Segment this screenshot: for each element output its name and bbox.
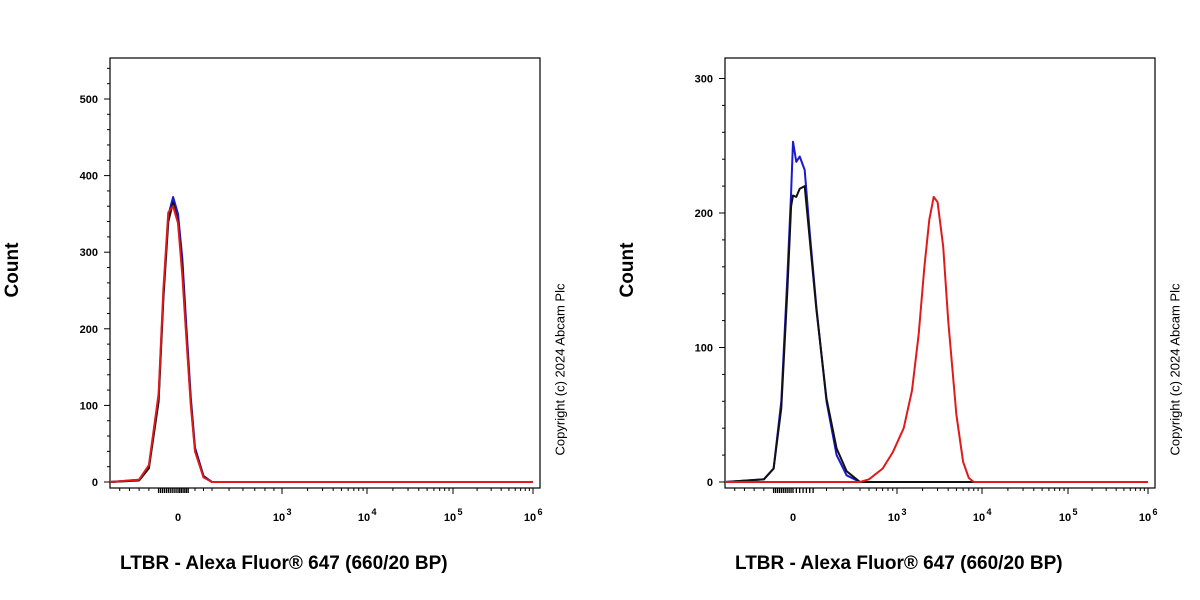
x-tick-label: 10 [444,512,456,524]
x-tick-exponent: 4 [986,507,991,517]
y-tick-label: 100 [695,343,713,355]
y-tick-label: 400 [80,171,98,183]
x-tick-exponent: 6 [537,507,542,517]
y-tick-label: 0 [92,477,98,489]
x-tick-exponent: 3 [286,507,291,517]
histogram-series-1 [724,185,1148,483]
y-tick-label: 300 [80,247,98,259]
histogram-panel-right: Count 0 100 200 300 0 10 3 10 4 10 5 10 6 Copyright … [615,0,1200,600]
y-tick-label: 200 [695,208,713,220]
histogram-series-2 [725,195,1148,483]
x-tick-label: 10 [973,512,985,524]
x-tick-exponent: 5 [1072,507,1077,517]
y-tick-label: 0 [707,477,713,489]
y-tick-label: 200 [80,324,98,336]
histogram-series-0 [109,196,533,483]
y-tick-label: 300 [695,74,713,86]
x-tick-label: 10 [1059,512,1071,524]
histogram-series-2 [109,205,533,483]
x-axis-label: LTBR - Alexa Fluor® 647 (660/20 BP) [735,553,1063,574]
x-tick-label: 10 [888,512,900,524]
x-tick-exponent: 3 [901,507,906,517]
x-tick-label: 0 [175,512,181,524]
x-tick-label: 0 [790,512,796,524]
copyright-notice: Copyright (c) 2024 Abcam Plc [552,283,568,456]
histogram-panel-left: Count 0 100 200 300 400 500 0 10 3 10 4 10 5 10 6 Copy… [2,57,568,574]
y-tick-label: 100 [80,400,98,412]
x-tick-label: 10 [358,512,370,524]
histogram-series-1 [109,201,533,483]
x-tick-exponent: 6 [1152,507,1157,517]
x-tick-label: 10 [1139,512,1151,524]
plot-frame [724,57,1156,489]
histogram-series-0 [724,140,1148,483]
x-tick-label: 10 [524,512,536,524]
x-axis-label: LTBR - Alexa Fluor® 647 (660/20 BP) [120,553,448,574]
y-tick-label: 500 [80,94,98,106]
copyright-notice: Copyright (c) 2024 Abcam Plc [1167,283,1183,456]
x-tick-label: 10 [273,512,285,524]
x-tick-exponent: 5 [457,507,462,517]
x-tick-exponent: 4 [371,507,376,517]
plot-frame [109,57,541,489]
